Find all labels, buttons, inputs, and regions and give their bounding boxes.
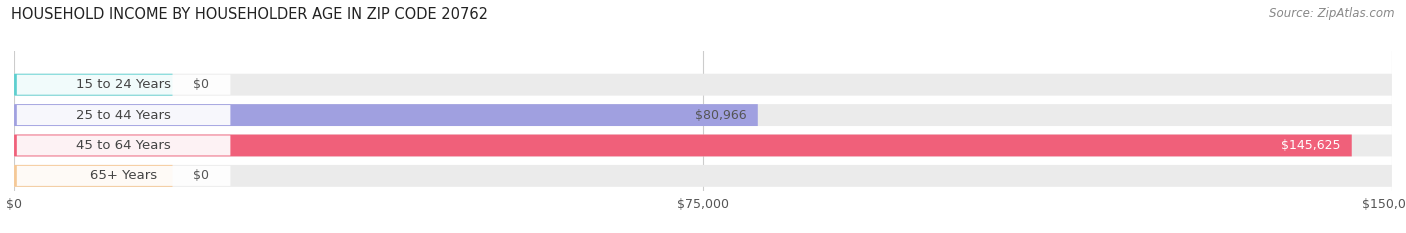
FancyBboxPatch shape [14,165,1392,187]
FancyBboxPatch shape [14,165,173,187]
Text: $0: $0 [193,169,209,182]
FancyBboxPatch shape [17,166,231,186]
FancyBboxPatch shape [14,134,1351,156]
FancyBboxPatch shape [14,134,1392,156]
FancyBboxPatch shape [14,104,1392,126]
FancyBboxPatch shape [14,104,758,126]
Text: $80,966: $80,966 [695,109,747,122]
FancyBboxPatch shape [14,74,173,96]
FancyBboxPatch shape [17,105,231,125]
Text: $145,625: $145,625 [1281,139,1341,152]
Text: 15 to 24 Years: 15 to 24 Years [76,78,172,91]
Text: 25 to 44 Years: 25 to 44 Years [76,109,172,122]
Text: 65+ Years: 65+ Years [90,169,157,182]
Text: $0: $0 [193,78,209,91]
FancyBboxPatch shape [14,74,1392,96]
FancyBboxPatch shape [17,75,231,95]
Text: 45 to 64 Years: 45 to 64 Years [76,139,172,152]
FancyBboxPatch shape [17,135,231,155]
Text: HOUSEHOLD INCOME BY HOUSEHOLDER AGE IN ZIP CODE 20762: HOUSEHOLD INCOME BY HOUSEHOLDER AGE IN Z… [11,7,488,22]
Text: Source: ZipAtlas.com: Source: ZipAtlas.com [1270,7,1395,20]
